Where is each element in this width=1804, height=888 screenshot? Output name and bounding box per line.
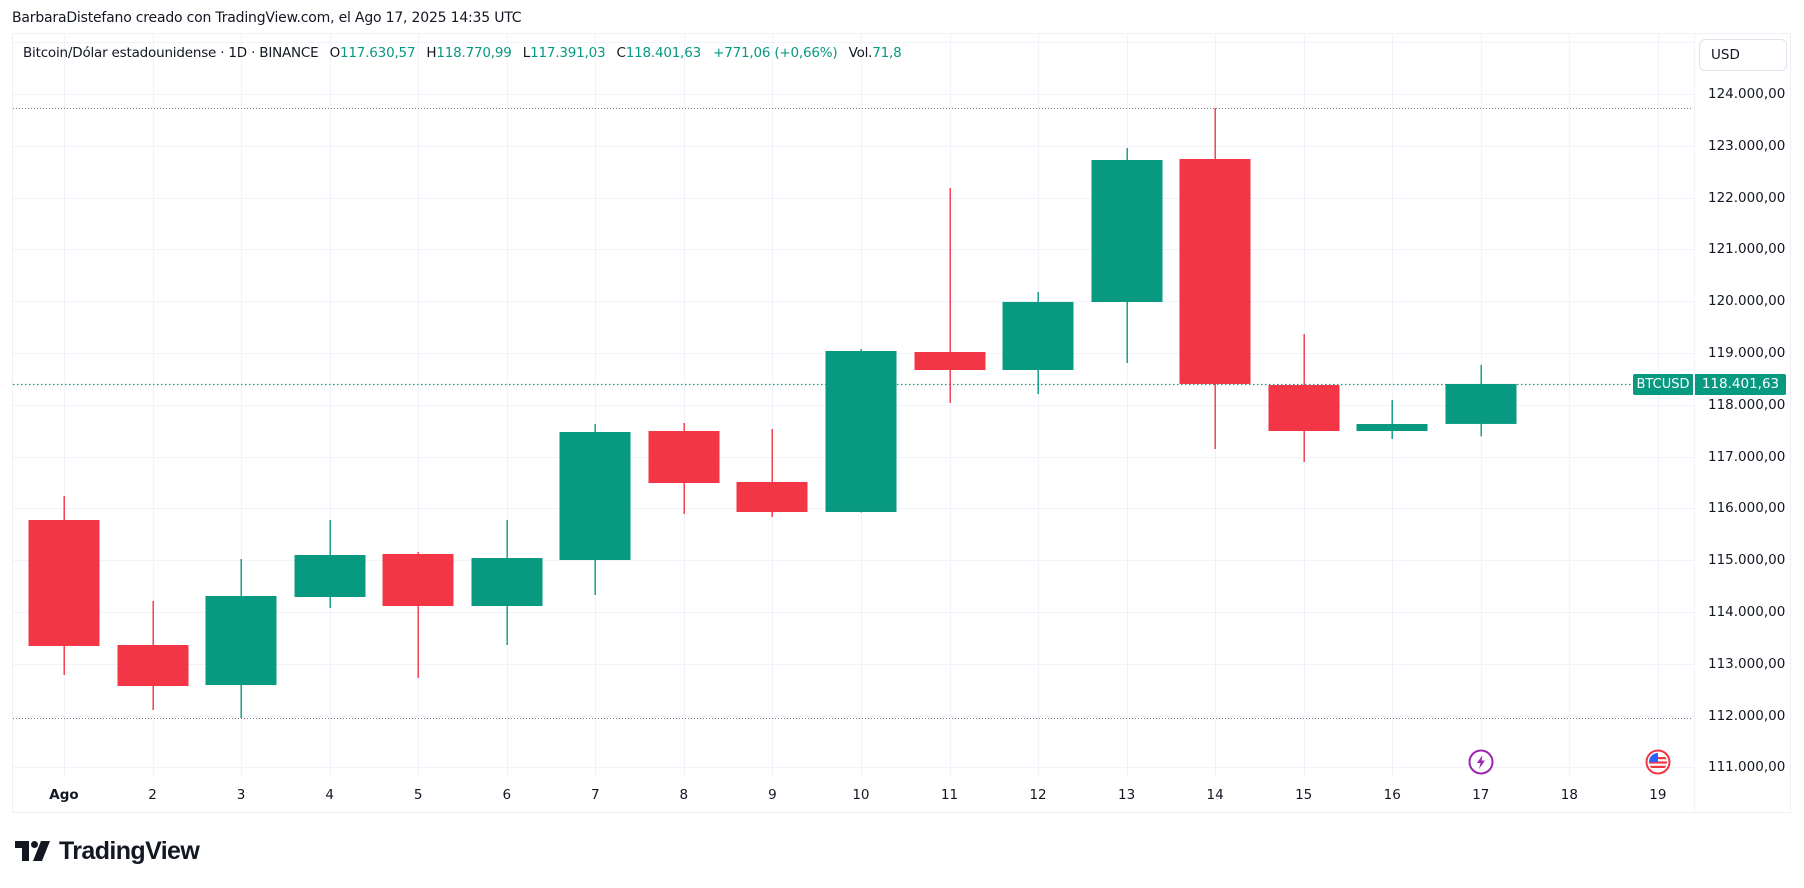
time-tick-label: 5 [413,787,423,803]
close-value: 118.401,63 [625,45,702,61]
candle-ago-13[interactable] [1091,147,1163,363]
time-tick-label: 4 [325,787,334,803]
open-label: O [329,45,341,61]
open-value: 117.630,57 [340,45,416,61]
tradingview-logo-icon [15,841,50,861]
time-tick-label: 11 [940,787,959,803]
time-tick-label: Ago [49,787,79,803]
low-label: L [522,45,531,61]
candle-ago-16[interactable] [1356,399,1428,439]
price-tick-label: 121.000,00 [1708,241,1786,258]
currency-selector[interactable]: USD [1699,39,1787,71]
volume-value: 71,8 [872,45,902,61]
time-tick-label: 16 [1383,787,1401,803]
candle-ago-7[interactable] [559,424,631,596]
low-value: 117.391,03 [530,45,606,61]
time-tick-label: 18 [1560,787,1578,803]
time-tick-label: 14 [1206,787,1224,803]
price-tick-label: 111.000,00 [1708,759,1786,776]
candle-ago-4[interactable] [294,520,366,609]
price-tick-label: 115.000,00 [1708,552,1786,569]
chart-caption: BarbaraDistefano creado con TradingView.… [12,10,522,26]
time-tick-label: 6 [502,787,512,803]
time-tick-label: 17 [1472,787,1490,803]
price-tick-label: 112.000,00 [1708,707,1786,724]
volume-label: Vol. [848,45,873,61]
ohlc-legend: Bitcoin/Dólar estadounidense · 1D · BINA… [23,45,902,61]
candle-ago-1[interactable] [28,496,100,675]
time-tick-label: 15 [1295,787,1313,803]
price-tick-label: 119.000,00 [1708,345,1786,361]
candle-ago-9[interactable] [736,428,808,517]
close-label: C [616,45,626,61]
time-tick-label: 12 [1029,787,1047,803]
change-value: +771,06 (+0,66%) [713,45,838,61]
chart-frame [12,33,1791,813]
candle-ago-2[interactable] [117,601,189,711]
candle-ago-14[interactable] [1179,107,1251,449]
time-tick-label: 9 [768,787,777,803]
candle-ago-12[interactable] [1002,291,1074,395]
time-tick-label: 3 [236,787,246,803]
candle-ago-15[interactable] [1268,333,1340,462]
candle-ago-11[interactable] [914,188,986,403]
price-tick-label: 117.000,00 [1708,448,1786,465]
price-tick-label: 124.000,00 [1708,86,1786,102]
symbol-price-label: BTCUSD [1633,374,1693,395]
time-tick-label: 19 [1649,787,1667,803]
price-tick-label: 113.000,00 [1708,655,1786,672]
logo-text: TradingView [59,836,200,865]
candle-ago-10[interactable] [825,349,897,513]
candle-ago-6[interactable] [471,520,543,645]
price-tick-label: 123.000,00 [1708,137,1786,154]
price-tick-label: 120.000,00 [1708,293,1786,310]
price-tick-label: 118.000,00 [1708,396,1786,413]
time-tick-label: 7 [591,787,600,803]
high-value: 118.770,99 [436,45,512,61]
high-label: H [426,45,437,61]
tradingview-logo[interactable]: TradingView [15,836,200,865]
time-tick-label: 8 [679,787,689,803]
candle-ago-5[interactable] [382,552,454,678]
time-tick-label: 13 [1118,787,1136,803]
us-flag-event-icon[interactable] [1645,749,1671,775]
candle-ago-8[interactable] [648,422,720,514]
last-price-label: 118.401,63 [1695,374,1786,395]
candle-ago-17[interactable] [1445,364,1517,437]
candle-ago-3[interactable] [205,559,277,718]
lightning-event-icon[interactable] [1468,749,1494,775]
price-tick-label: 116.000,00 [1708,500,1786,517]
price-tick-label: 114.000,00 [1708,604,1786,620]
time-tick-label: 2 [148,787,157,803]
symbol-description[interactable]: Bitcoin/Dólar estadounidense · 1D · BINA… [23,45,319,61]
time-tick-label: 10 [852,787,870,803]
price-tick-label: 122.000,00 [1708,189,1786,206]
